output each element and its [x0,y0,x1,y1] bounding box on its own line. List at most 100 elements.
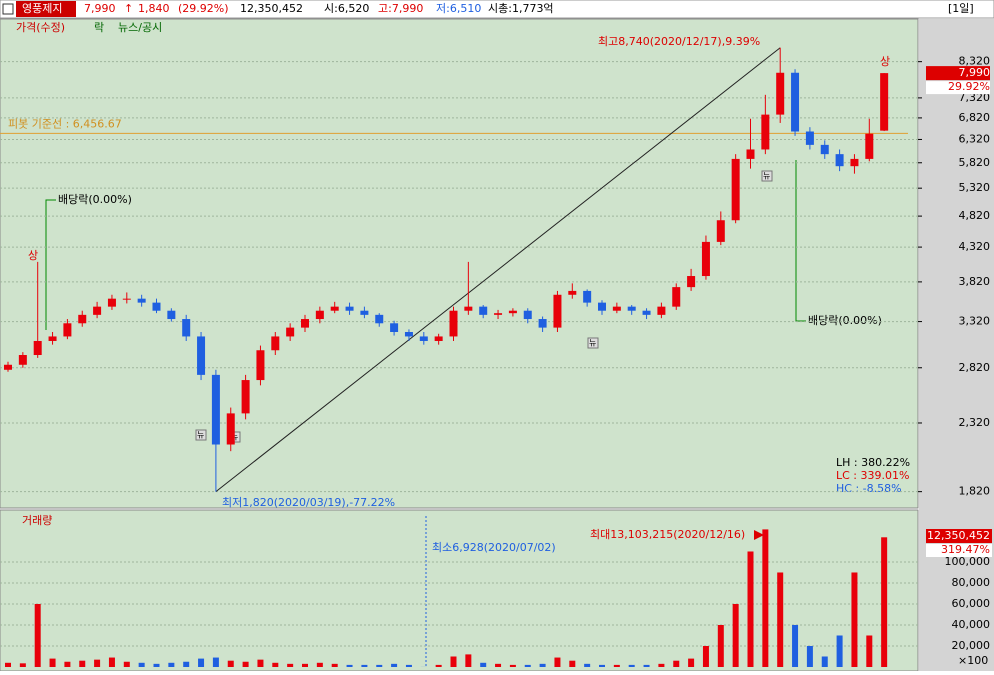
volume-bar [272,663,278,667]
candle-body [256,350,264,380]
candle-body [420,336,428,341]
volume-bar [629,665,635,667]
candle-body [93,307,101,315]
candle-body [360,311,368,315]
volume-title: 거래량 [22,514,52,527]
candle-body [776,73,784,115]
candle-body [539,319,547,328]
candle-body [806,132,814,145]
candle-body [628,307,636,311]
hc: HC : -8.58% [836,482,902,495]
market-cap: 시총:1,773억 [488,2,554,15]
volume-bar [20,663,26,667]
candle-body [123,299,131,300]
arrow: ↑ [124,2,133,15]
pivot-label: 피봇 기준선 : 6,456.67 [8,117,122,130]
volume-bar [465,654,471,667]
candle-body [242,380,250,413]
candle-body [182,319,190,336]
y-tick-label: 6,820 [959,111,991,124]
volume-bar [257,660,263,667]
volume-bar [287,664,293,667]
candle-body [479,307,487,315]
volume-bar [733,604,739,667]
volume-bar [347,665,353,667]
news: 뉴 [589,339,596,348]
volume-bar [302,664,308,667]
checkbox[interactable] [3,4,13,14]
volume-bar [154,664,160,667]
candle-body [301,319,309,328]
candle-body [375,315,383,323]
candle-body [464,307,472,311]
volume-bar [584,664,590,667]
y-tick-label: 5,820 [959,156,991,169]
volume: 12,350,452 [240,2,303,15]
candle-body [108,299,116,307]
candle-body [672,287,680,307]
low: 저:6,510 [436,2,481,15]
volume-bar [376,665,382,667]
candle-body [49,336,57,341]
y-tick-label: 5,320 [959,181,991,194]
change-pct: (29.92%) [178,2,229,15]
volume-bar [139,663,145,667]
period[interactable]: [1일] [948,1,974,15]
y-tick-label: 4,820 [959,209,991,222]
volume-bar [851,572,857,667]
volume-bar [614,665,620,667]
volume-bar [599,665,605,667]
candle-body [747,149,755,158]
candle-body [880,73,888,131]
candle-body [865,134,873,159]
candle-body [286,328,294,337]
candle-body [657,307,665,315]
volume-bar [881,537,887,667]
volume-bar [554,658,560,667]
volume-bar [866,635,872,667]
volume-bar [391,664,397,667]
candle-body [791,73,799,132]
volume-bar [495,664,501,667]
volume-bar [510,665,516,667]
y-tick-label: 40,000 [952,618,991,631]
y-tick-label: 60,000 [952,597,991,610]
candle-body [212,375,220,445]
max-annotation: 최고8,740(2020/12/17),9.39% [598,35,760,48]
volume-bar [837,635,843,667]
volume-bar [35,604,41,667]
candle-body [598,303,606,311]
y-tick-label: 80,000 [952,576,991,589]
candle-body [553,295,561,328]
volume-bar [525,665,531,667]
candle-body [450,311,458,337]
candle-body [34,341,42,355]
candle-body [702,242,710,276]
dividend-annotation: 배당락(0.00%) [58,193,132,206]
y-tick-label: 4,320 [959,240,991,253]
candle-body [821,145,829,154]
volume-bar [213,658,219,667]
y-tick-label: 20,000 [952,639,991,652]
legend-item: 락 [94,21,104,34]
volume-bar [243,662,249,667]
candle-body [4,365,12,370]
candle-body [613,307,621,311]
limit-up: 상 [28,249,38,262]
volume-bar [807,646,813,667]
volume-bar [94,660,100,667]
volume-bar [703,646,709,667]
volume-bar [762,529,768,667]
candle-body [405,332,413,336]
volume-bar [540,664,546,667]
volume-bar [436,665,442,667]
volume-bar [50,659,56,667]
stock-name: 영풍제지 [22,2,62,15]
volume-bar [792,625,798,667]
candle-body [732,159,740,220]
volume-bar [688,659,694,667]
change: 1,840 [138,2,170,15]
volume-bar [317,663,323,667]
y-tick-label: 3,820 [959,275,991,288]
